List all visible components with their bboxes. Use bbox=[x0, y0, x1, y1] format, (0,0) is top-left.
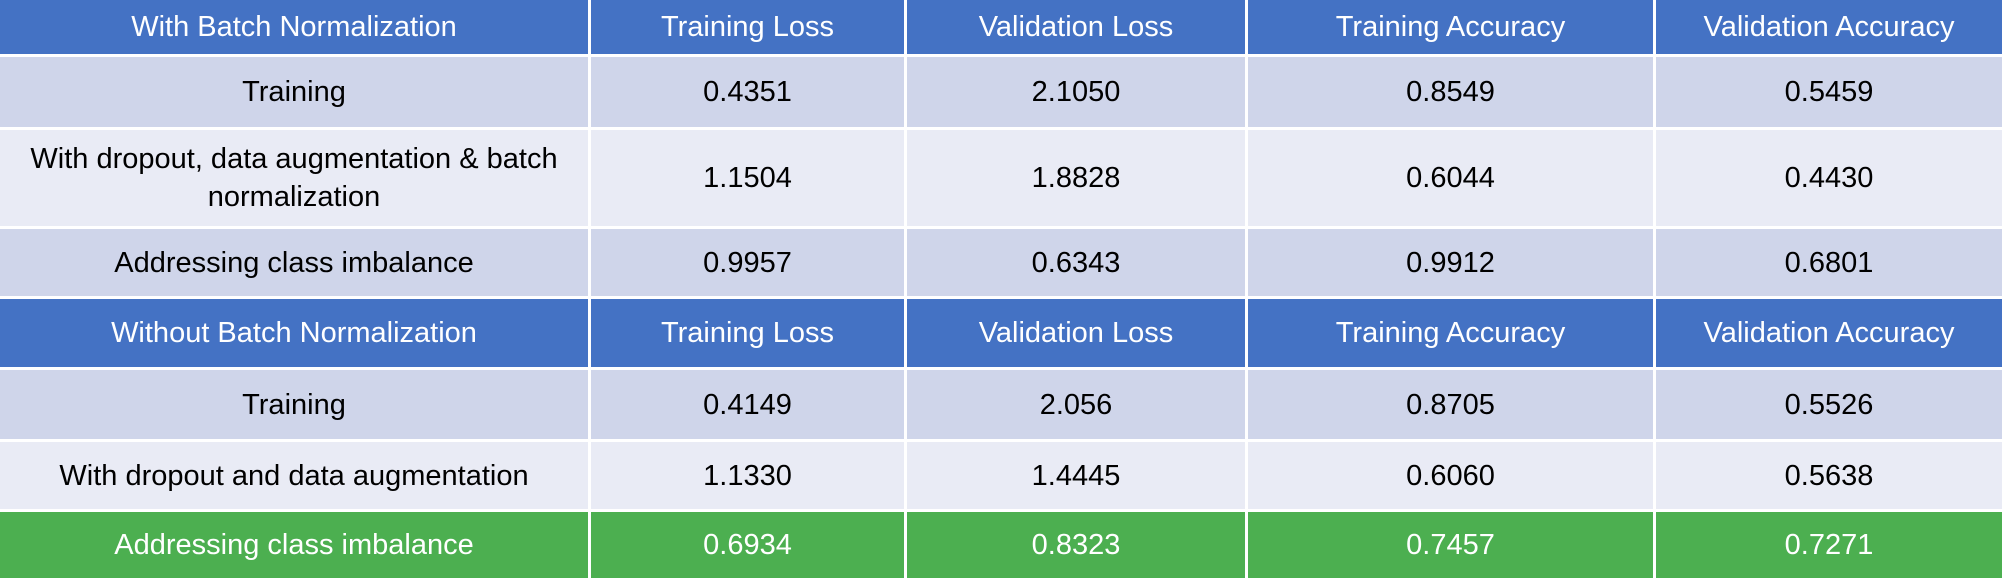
validation-loss-value: 0.6343 bbox=[907, 229, 1245, 296]
training-accuracy-value: 0.8705 bbox=[1248, 370, 1653, 439]
header-cell-training-loss: Training Loss bbox=[591, 0, 904, 54]
table-row: Training 0.4149 2.056 0.8705 0.5526 bbox=[0, 370, 2002, 439]
header-cell-training-loss: Training Loss bbox=[591, 299, 904, 367]
training-loss-value: 0.9957 bbox=[591, 229, 904, 296]
validation-accuracy-value: 0.5526 bbox=[1656, 370, 2002, 439]
validation-accuracy-value: 0.7271 bbox=[1656, 512, 2002, 578]
training-accuracy-value: 0.7457 bbox=[1248, 512, 1653, 578]
row-label: Training bbox=[0, 370, 588, 439]
row-label: Addressing class imbalance bbox=[0, 512, 588, 578]
training-loss-value: 0.4149 bbox=[591, 370, 904, 439]
validation-accuracy-value: 0.5459 bbox=[1656, 57, 2002, 127]
table-header-without-batch-norm: Without Batch Normalization Training Los… bbox=[0, 299, 2002, 367]
training-accuracy-value: 0.6044 bbox=[1248, 130, 1653, 226]
header-cell-validation-loss: Validation Loss bbox=[907, 0, 1245, 54]
table-row: Addressing class imbalance 0.9957 0.6343… bbox=[0, 229, 2002, 296]
validation-accuracy-value: 0.5638 bbox=[1656, 442, 2002, 509]
header-cell-training-accuracy: Training Accuracy bbox=[1248, 299, 1653, 367]
row-label: With dropout and data augmentation bbox=[0, 442, 588, 509]
validation-accuracy-value: 0.4430 bbox=[1656, 130, 2002, 226]
training-loss-value: 1.1330 bbox=[591, 442, 904, 509]
training-loss-value: 1.1504 bbox=[591, 130, 904, 226]
validation-loss-value: 2.056 bbox=[907, 370, 1245, 439]
row-label: With dropout, data augmentation & batch … bbox=[0, 130, 588, 226]
header-cell-validation-accuracy: Validation Accuracy bbox=[1656, 0, 2002, 54]
row-label: Addressing class imbalance bbox=[0, 229, 588, 296]
header-cell-model: Without Batch Normalization bbox=[0, 299, 588, 367]
training-accuracy-value: 0.9912 bbox=[1248, 229, 1653, 296]
table-row: With dropout, data augmentation & batch … bbox=[0, 130, 2002, 226]
training-loss-value: 0.6934 bbox=[591, 512, 904, 578]
validation-loss-value: 1.8828 bbox=[907, 130, 1245, 226]
validation-loss-value: 1.4445 bbox=[907, 442, 1245, 509]
header-cell-validation-loss: Validation Loss bbox=[907, 299, 1245, 367]
table-row-highlighted: Addressing class imbalance 0.6934 0.8323… bbox=[0, 512, 2002, 578]
validation-loss-value: 2.1050 bbox=[907, 57, 1245, 127]
header-cell-validation-accuracy: Validation Accuracy bbox=[1656, 299, 2002, 367]
table-row: Training 0.4351 2.1050 0.8549 0.5459 bbox=[0, 57, 2002, 127]
table-row: With dropout and data augmentation 1.133… bbox=[0, 442, 2002, 509]
table-header-with-batch-norm: With Batch Normalization Training Loss V… bbox=[0, 0, 2002, 54]
validation-loss-value: 0.8323 bbox=[907, 512, 1245, 578]
training-loss-value: 0.4351 bbox=[591, 57, 904, 127]
training-accuracy-value: 0.6060 bbox=[1248, 442, 1653, 509]
validation-accuracy-value: 0.6801 bbox=[1656, 229, 2002, 296]
training-accuracy-value: 0.8549 bbox=[1248, 57, 1653, 127]
header-cell-model: With Batch Normalization bbox=[0, 0, 588, 54]
header-cell-training-accuracy: Training Accuracy bbox=[1248, 0, 1653, 54]
row-label: Training bbox=[0, 57, 588, 127]
